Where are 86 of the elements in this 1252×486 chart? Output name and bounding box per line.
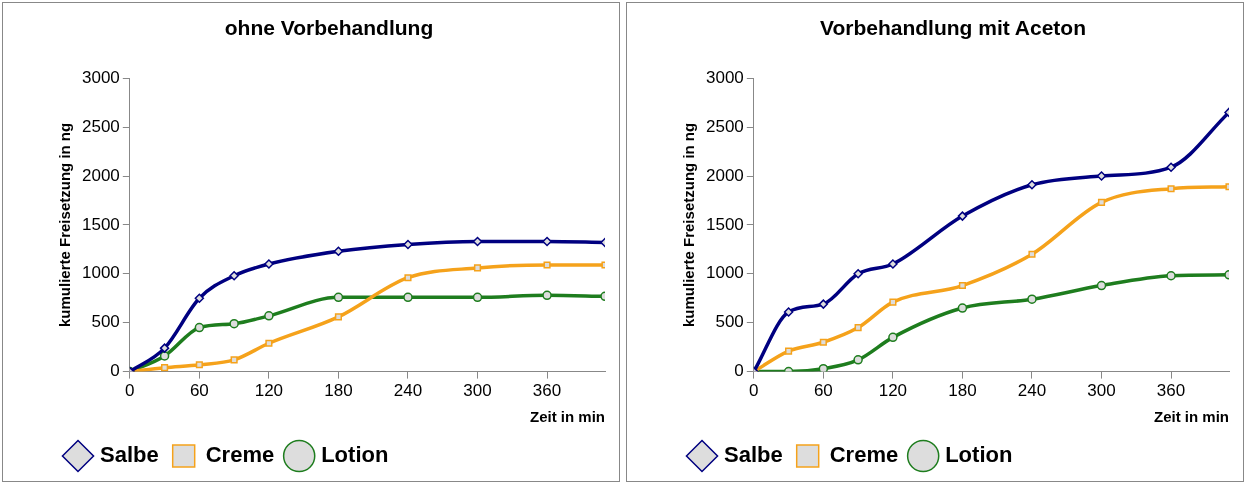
x-tick-label: 240 bbox=[393, 381, 423, 401]
point bbox=[194, 293, 205, 303]
x-tick-label: 0 bbox=[749, 381, 759, 401]
point bbox=[230, 356, 238, 364]
legend-label: Creme bbox=[205, 442, 275, 468]
x-tick-label: 240 bbox=[1017, 381, 1047, 401]
y-tick-label: 500 bbox=[715, 312, 744, 332]
x-tick-label: 120 bbox=[878, 381, 908, 401]
y-tick-label: 0 bbox=[734, 361, 744, 381]
point bbox=[334, 313, 343, 321]
point bbox=[853, 269, 863, 279]
point bbox=[1097, 198, 1106, 206]
point bbox=[818, 299, 829, 309]
x-tick-label: 360 bbox=[532, 381, 562, 401]
point bbox=[473, 264, 482, 272]
point bbox=[543, 261, 551, 269]
legend-label: Lotion bbox=[321, 442, 389, 468]
point bbox=[889, 298, 897, 306]
y-tick-label: 0 bbox=[110, 361, 120, 381]
point bbox=[785, 347, 793, 355]
x-tick-label: 120 bbox=[254, 381, 284, 401]
y-tick-label: 2500 bbox=[81, 116, 120, 136]
point bbox=[1167, 185, 1175, 193]
point bbox=[818, 363, 829, 372]
point bbox=[958, 281, 967, 290]
point bbox=[1096, 280, 1107, 291]
y-tick-label: 1500 bbox=[81, 214, 120, 234]
point bbox=[159, 351, 170, 361]
point bbox=[1027, 294, 1037, 304]
point bbox=[194, 322, 205, 333]
x-tick-label: 180 bbox=[948, 381, 977, 401]
y-tick-label: 1000 bbox=[81, 263, 120, 283]
point bbox=[854, 324, 862, 332]
chart-title: Vorbehandlung mit Aceton bbox=[820, 16, 1086, 40]
point bbox=[403, 292, 413, 303]
point bbox=[1166, 271, 1176, 281]
point bbox=[333, 292, 344, 303]
point bbox=[264, 311, 274, 321]
point bbox=[1027, 180, 1037, 190]
x-tick-label: 0 bbox=[125, 381, 135, 401]
point bbox=[542, 290, 552, 301]
x-tick-label: 360 bbox=[1156, 381, 1186, 401]
point bbox=[159, 343, 170, 353]
y-tick-label: 2500 bbox=[705, 116, 744, 136]
legend-label: Lotion bbox=[945, 442, 1013, 468]
y-tick-label: 3000 bbox=[705, 67, 744, 87]
point bbox=[403, 239, 413, 250]
point bbox=[957, 211, 968, 221]
point bbox=[404, 274, 412, 282]
y-tick-label: 2000 bbox=[705, 165, 744, 185]
y-tick-label: 2000 bbox=[81, 165, 120, 185]
x-tick-label: 300 bbox=[1087, 381, 1116, 401]
x-tick-label: 60 bbox=[813, 381, 833, 401]
point bbox=[1028, 250, 1036, 258]
point bbox=[853, 355, 863, 365]
point bbox=[265, 339, 273, 347]
chart-title: ohne Vorbehandlung bbox=[224, 16, 434, 40]
x-tick-label: 180 bbox=[324, 381, 353, 401]
legend-label: Salbe bbox=[100, 442, 159, 468]
point bbox=[472, 292, 483, 303]
point bbox=[161, 364, 169, 372]
y-tick-label: 3000 bbox=[81, 67, 120, 87]
point bbox=[888, 259, 898, 269]
point bbox=[542, 236, 552, 247]
x-axis-title: Zeit in min bbox=[1154, 408, 1229, 426]
y-axis-title: kumulierte Freisetzung in ng bbox=[680, 122, 698, 327]
legend-label: Creme bbox=[829, 442, 899, 468]
point bbox=[264, 259, 274, 269]
y-tick-label: 1500 bbox=[705, 214, 744, 234]
x-tick-label: 60 bbox=[189, 381, 209, 401]
x-tick-label: 300 bbox=[463, 381, 492, 401]
point bbox=[819, 338, 827, 346]
x-axis-title: Zeit in min bbox=[530, 408, 605, 426]
legend-label: Salbe bbox=[724, 442, 783, 468]
point bbox=[195, 361, 203, 369]
y-tick-label: 1000 bbox=[705, 263, 744, 283]
point bbox=[1096, 171, 1107, 181]
y-axis-title: kumulierte Freisetzung in ng bbox=[56, 122, 74, 327]
point bbox=[783, 307, 794, 317]
point bbox=[333, 246, 344, 257]
y-tick-label: 500 bbox=[91, 312, 120, 332]
point bbox=[888, 332, 898, 343]
point bbox=[1166, 162, 1176, 172]
point bbox=[229, 271, 239, 281]
point bbox=[229, 318, 239, 329]
point bbox=[957, 303, 968, 313]
